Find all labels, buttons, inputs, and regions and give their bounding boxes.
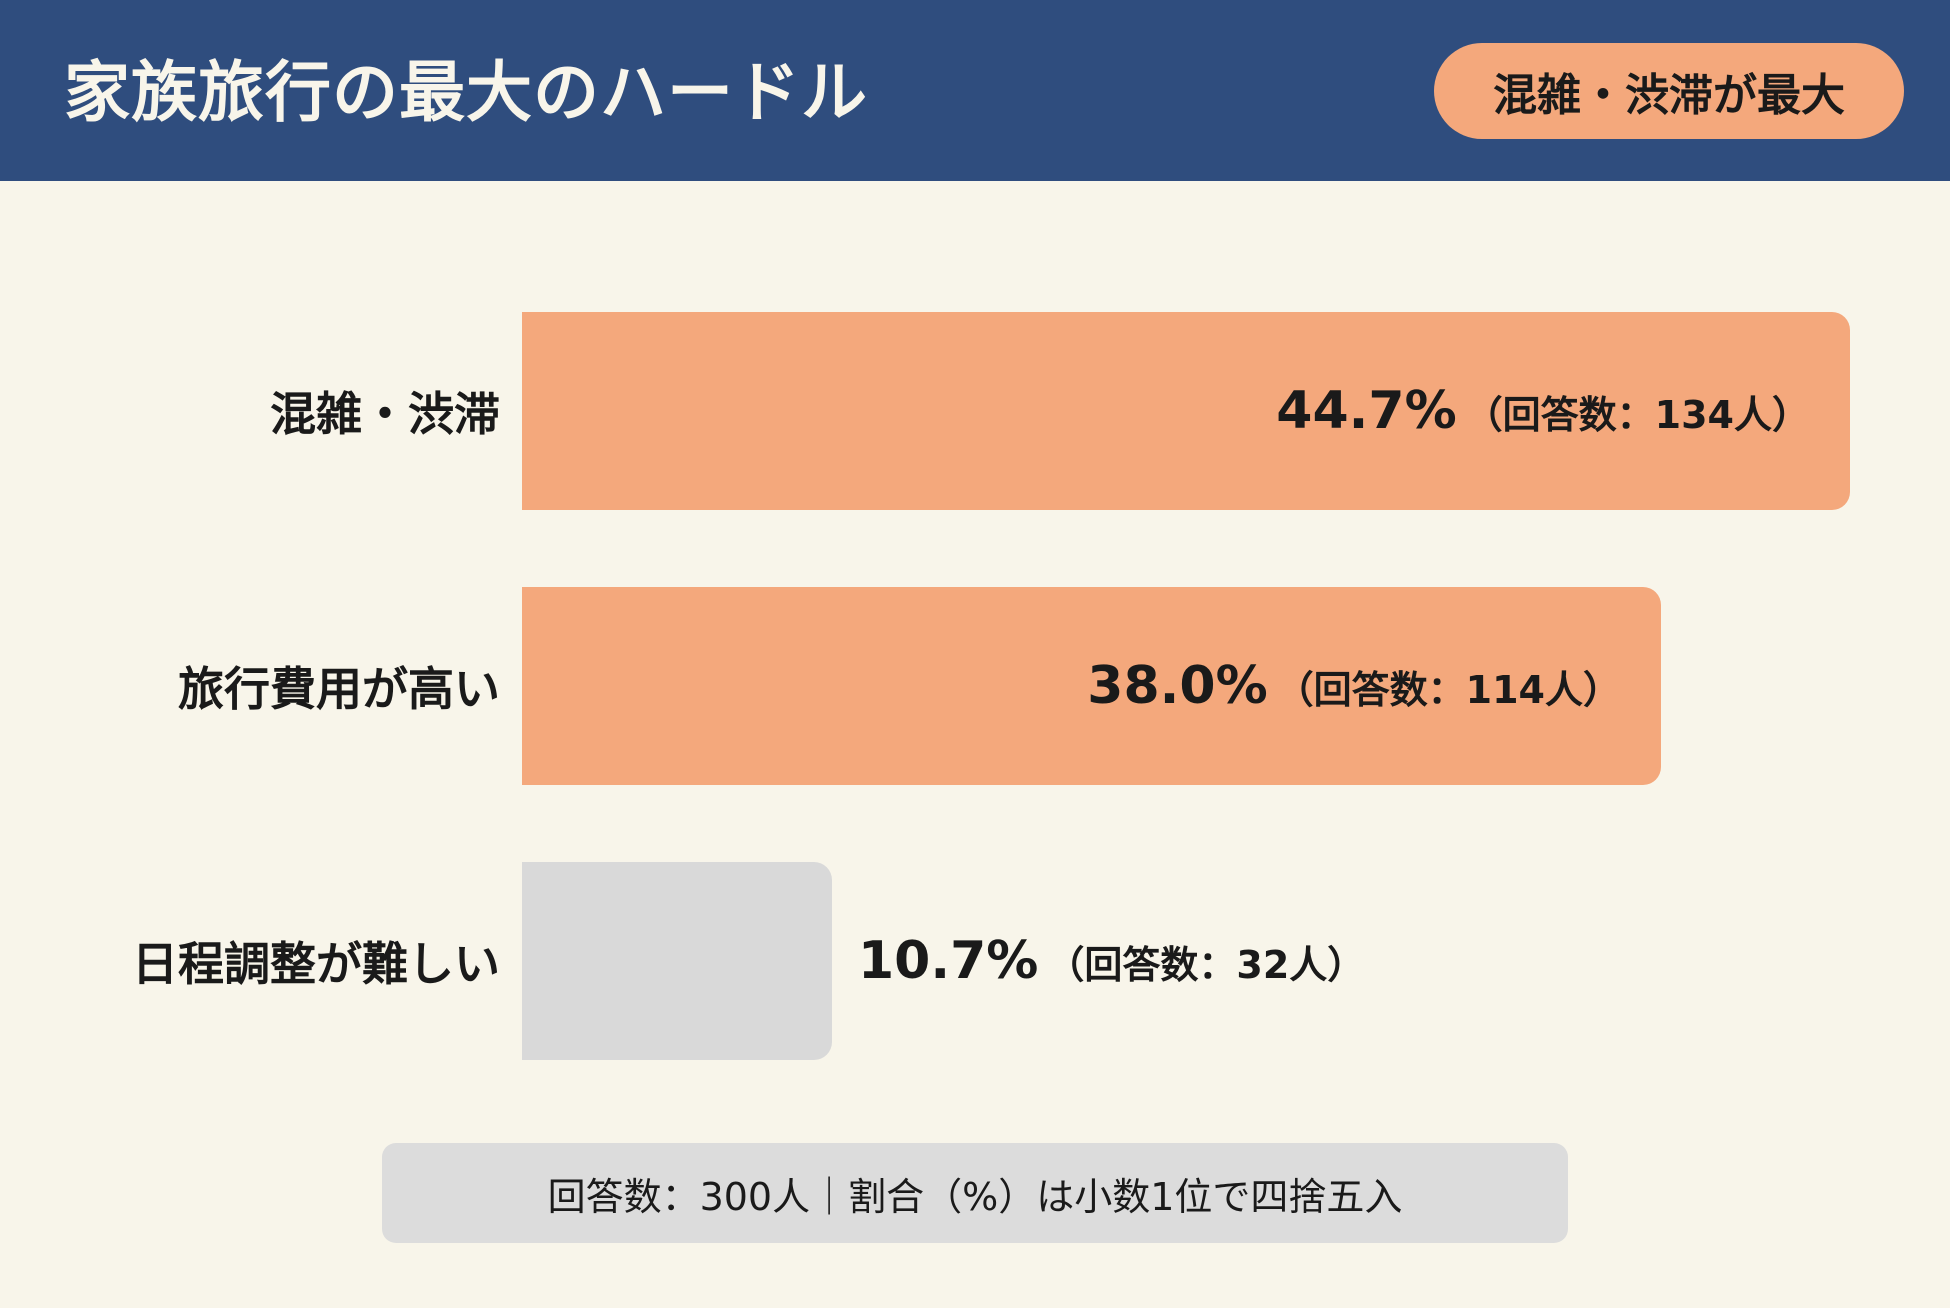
respondent-count: （回答数：32人） — [1046, 942, 1366, 987]
category-label: 混雑・渋滞 — [270, 387, 500, 441]
bar-value-label: 10.7% （回答数：32人） — [858, 862, 1365, 1060]
percent-value: 44.7% — [1276, 381, 1457, 441]
chart-title: 家族旅行の最大のハードル — [64, 54, 868, 131]
footnote: 回答数：300人｜割合（%）は小数1位で四捨五入 — [382, 1143, 1568, 1243]
category-label: 旅行費用が高い — [178, 662, 500, 716]
percent-value: 10.7% — [858, 931, 1039, 991]
respondent-count: （回答数：114人） — [1275, 667, 1621, 712]
header-banner: 家族旅行の最大のハードル 混雑・渋滞が最大 — [0, 0, 1950, 181]
category-label: 日程調整が難しい — [132, 937, 500, 991]
highlight-badge: 混雑・渋滞が最大 — [1434, 43, 1904, 139]
respondent-count: （回答数：134人） — [1464, 392, 1810, 437]
bar-schedule — [522, 862, 832, 1060]
bar-value-label: 44.7% （回答数：134人） — [522, 312, 1810, 510]
bar-congestion — [522, 312, 1850, 510]
percent-value: 38.0% — [1087, 656, 1268, 716]
bar-travel-cost — [522, 587, 1661, 785]
bar-value-label: 38.0% （回答数：114人） — [522, 587, 1621, 785]
